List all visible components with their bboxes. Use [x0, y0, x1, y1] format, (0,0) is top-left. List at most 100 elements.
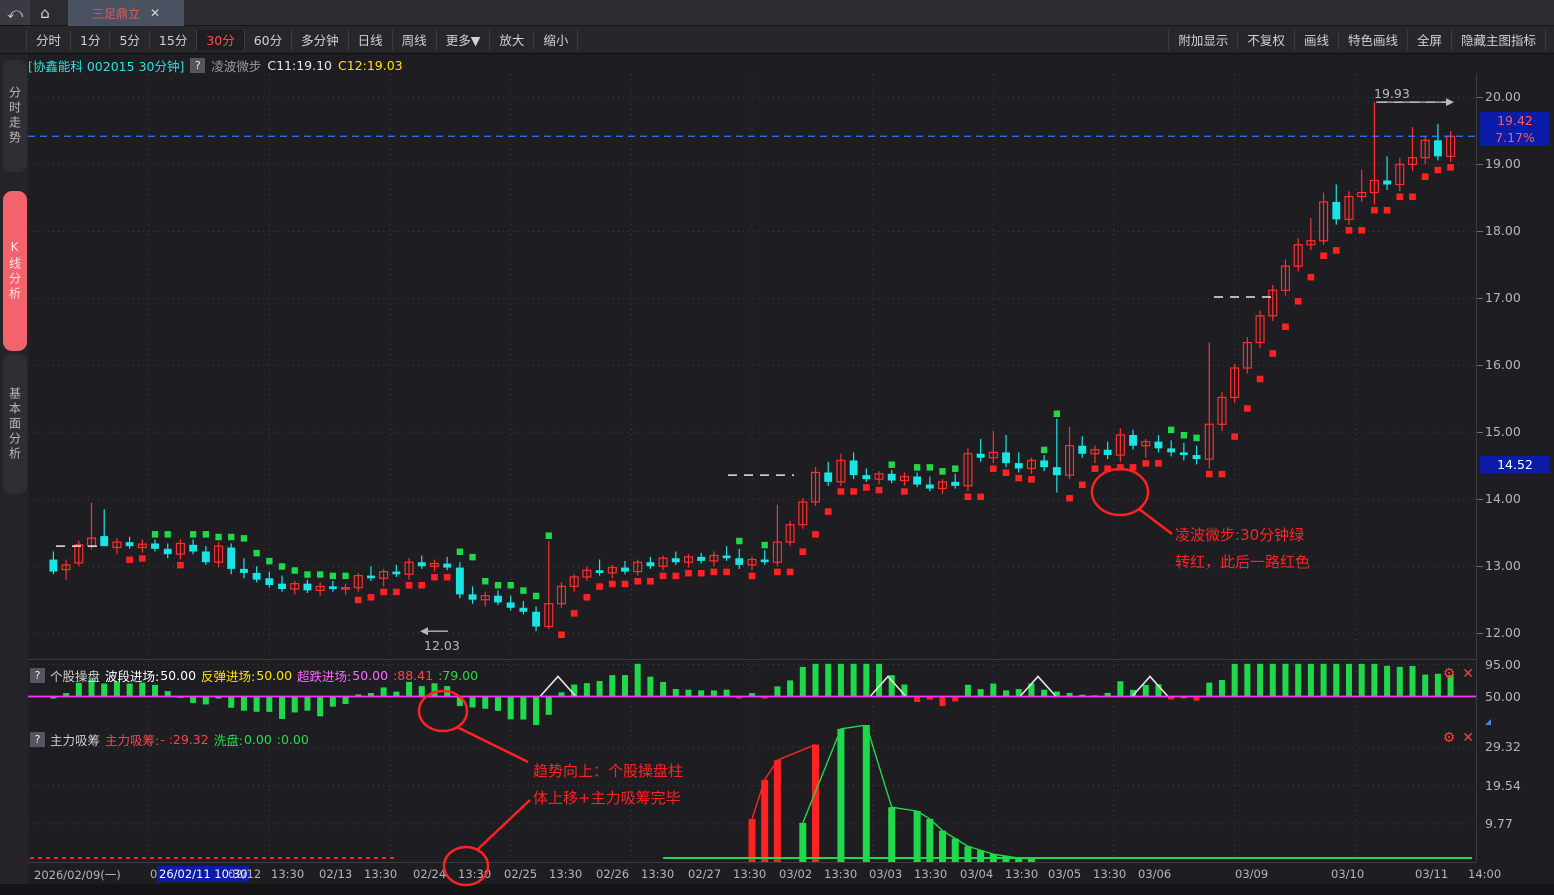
pane1-axis-tick: 50.00 — [1485, 688, 1521, 704]
period-button-30分[interactable]: 30分 — [196, 29, 244, 50]
time-axis-tick: 03/03 — [869, 867, 903, 881]
period-button-15分[interactable]: 15分 — [148, 29, 196, 50]
indicator-value-c11: C11:19.10 — [267, 57, 332, 73]
pane1-field-label-3: :88.41 — [393, 668, 434, 683]
view-button-全屏[interactable]: 全屏 — [1406, 29, 1451, 50]
view-button-隐藏主图指标[interactable]: 隐藏主图指标 — [1450, 29, 1546, 50]
sidebar-item-kline[interactable]: K线分析 — [3, 191, 27, 351]
pane-main-force-accumulation[interactable] — [27, 724, 1476, 862]
time-axis-tick: 14:00 — [1468, 867, 1502, 881]
pane2-axis-tick: 29.32 — [1485, 739, 1521, 755]
cursor-price-tag: 14.52 — [1480, 456, 1550, 474]
pane1-field-label-1: 反弹进场: — [201, 669, 256, 684]
price-axis-tickmark — [1477, 164, 1483, 166]
pane1-canvas — [27, 661, 1476, 732]
help-icon[interactable]: ? — [190, 57, 206, 73]
period-high-label: 19.93 — [1374, 86, 1410, 101]
time-axis-tick: 02/27 — [688, 867, 722, 881]
time-axis[interactable]: 2026/02/09(一) 0 26/02/11 10:30 02/12 13:30 02… — [28, 862, 1501, 884]
document-tab-label: 三足鼎立 — [91, 6, 140, 21]
gear-icon[interactable]: ⚙ — [1442, 666, 1456, 682]
close-icon[interactable]: ✕ — [1462, 730, 1474, 746]
price-axis-tick: 13.00 — [1485, 558, 1521, 574]
sidebar-item-label: 分时走势 — [7, 86, 22, 146]
period-button-60分[interactable]: 60分 — [243, 29, 291, 50]
price-axis-tickmark — [1477, 231, 1483, 233]
period-button-缩小[interactable]: 缩小 — [533, 29, 579, 50]
time-axis-tick: 02/25 — [504, 867, 538, 881]
period-button-更多-[interactable]: 更多▼ — [435, 29, 490, 50]
main-price-chart[interactable] — [27, 74, 1476, 660]
time-axis-tick: 13:30 — [1093, 867, 1127, 881]
indicator-name: 凌波微步 — [211, 58, 262, 74]
status-bar — [0, 884, 1554, 895]
time-axis-tick: 02/24 — [413, 867, 447, 881]
close-icon[interactable]: ✕ — [149, 6, 161, 20]
sidebar-item-label: 基本面分析 — [7, 386, 22, 462]
period-button-5分[interactable]: 5分 — [109, 29, 148, 50]
close-icon[interactable]: ✕ — [1462, 666, 1474, 682]
anno-zhushi: 趋势向上：个股操盘柱 体上移+主力吸筹完毕 — [533, 758, 683, 812]
price-axis-tickmark — [1477, 633, 1483, 635]
pane1-field-value-2: 50.00 — [352, 668, 389, 683]
home-icon[interactable]: ⌂ — [40, 3, 50, 22]
sidebar-item-fundamentals[interactable]: 基本面分析 — [3, 354, 27, 494]
pane1-icons: ⚙ ✕ — [1443, 667, 1474, 681]
period-button-group: 分时 1分 5分 15分 30分 60分 多分钟 日线 周线 更多▼ 放大 缩小 — [26, 29, 579, 50]
pane1-indicator-name: 个股操盘 — [50, 669, 101, 684]
period-button-1分[interactable]: 1分 — [70, 29, 109, 50]
price-axis-tick: 18.00 — [1485, 223, 1521, 239]
sidebar-item-timeline[interactable]: 分时走势 — [3, 60, 27, 172]
price-axis-tick: 14.00 — [1485, 491, 1521, 507]
pane2-axis-tick: 9.77 — [1485, 815, 1513, 831]
time-axis-tick: 03/10 — [1331, 867, 1365, 881]
price-axis-tickmark — [1477, 566, 1483, 568]
price-axis-tick: 12.00 — [1485, 625, 1521, 641]
view-button-不复权[interactable]: 不复权 — [1237, 29, 1294, 50]
title-bar: ⤺ ⌂ 三足鼎立 ✕ — [0, 0, 1554, 26]
price-axis-tickmark — [1477, 298, 1483, 300]
time-axis-tick: 13:30 — [364, 867, 398, 881]
change-percent-tag: 7.17% — [1480, 129, 1550, 147]
time-axis-tick: 03/06 — [1138, 867, 1172, 881]
period-button-放大[interactable]: 放大 — [489, 29, 533, 50]
time-axis-tick: 13:30 — [458, 867, 492, 881]
pane2-canvas — [27, 724, 1476, 862]
time-axis-tick: 0 — [150, 867, 158, 881]
pane1-axis-tick: 95.00 — [1485, 656, 1521, 672]
period-button-多分钟[interactable]: 多分钟 — [291, 29, 348, 50]
period-button-日线[interactable]: 日线 — [347, 29, 392, 50]
toolbar: 分时 1分 5分 15分 30分 60分 多分钟 日线 周线 更多▼ 放大 缩小 附加显示 不复权 画线特… — [0, 26, 1554, 54]
pane1-field-value-0: 50.00 — [160, 668, 197, 683]
pane1-axis: 95.00 50.00 — [1476, 657, 1554, 732]
view-button-画线[interactable]: 画线 — [1293, 29, 1338, 50]
price-axis[interactable]: 20.00 19.00 18.00 17.00 16.00 15.00 14.00 13.00… — [1476, 74, 1554, 660]
pane2-field-value-1: 0.00 — [243, 732, 272, 747]
gear-icon[interactable]: ⚙ — [1442, 730, 1456, 746]
indicator-value-c12: C12:19.03 — [337, 57, 403, 73]
period-button-分时[interactable]: 分时 — [26, 29, 70, 50]
pane2-field-value-0: - :29.32 — [160, 732, 209, 747]
anno-lingbo-line-1: 转红，此后一路红色 — [1175, 553, 1311, 571]
time-axis-tick: 13:30 — [641, 867, 675, 881]
time-axis-tick: 03/11 — [1415, 867, 1449, 881]
back-icon[interactable]: ⤺ — [0, 0, 30, 25]
view-button-特色画线[interactable]: 特色画线 — [1337, 29, 1407, 50]
pane-individual-operation[interactable] — [27, 661, 1476, 732]
period-button-周线[interactable]: 周线 — [391, 29, 436, 50]
view-button-附加显示[interactable]: 附加显示 — [1168, 29, 1237, 50]
pane2-field-label-2: :0.00 — [276, 732, 309, 747]
price-axis-tick: 15.00 — [1485, 424, 1521, 440]
stock-code-title: [协鑫能科 002015 30分钟] — [28, 58, 185, 74]
anno-lingbo-line-0: 凌波微步:30分钟绿 — [1175, 526, 1305, 544]
help-icon[interactable]: ? — [30, 732, 45, 747]
sidebar-item-label: K线分析 — [7, 240, 22, 302]
pane1-field-value-1: 50.00 — [256, 668, 293, 683]
pane2-axis-tick: 19.54 — [1485, 777, 1521, 793]
help-icon[interactable]: ? — [30, 668, 45, 683]
pane2-axis: 29.32 19.54 9.77 — [1476, 725, 1554, 862]
time-axis-tick: 2026/02/09(一) — [34, 868, 121, 882]
time-axis-tick: 13:30 — [549, 867, 583, 881]
document-tab[interactable]: 三足鼎立 ✕ — [68, 0, 184, 26]
pane1-field-label-0: 波段进场: — [105, 669, 160, 684]
